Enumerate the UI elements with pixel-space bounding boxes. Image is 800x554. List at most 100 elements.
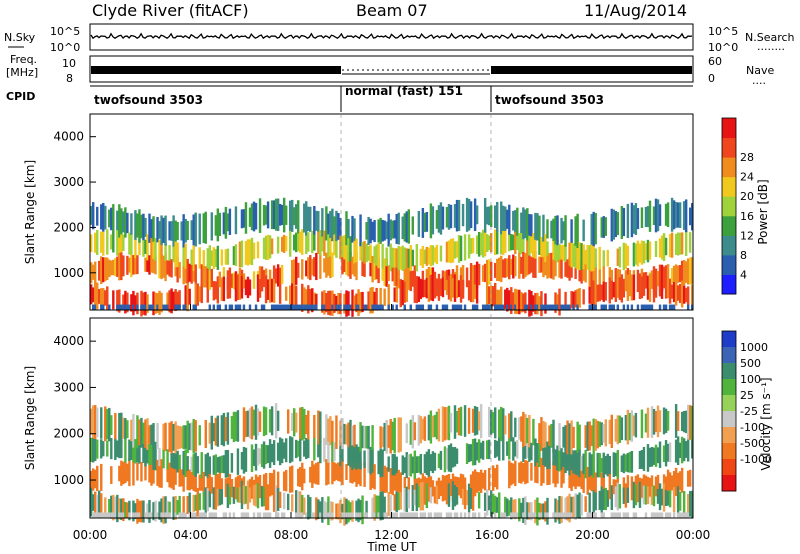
echo-cell <box>136 440 139 463</box>
echo-cell <box>343 512 346 518</box>
echo-cell <box>590 213 593 245</box>
echo-cell <box>234 304 238 310</box>
echo-cell <box>616 268 620 291</box>
echo-cell <box>393 263 396 287</box>
echo-cell <box>604 487 607 511</box>
echo-cell <box>152 502 155 521</box>
echo-cell <box>516 440 519 459</box>
echo-cell <box>403 247 406 270</box>
echo-cell <box>437 512 441 518</box>
echo-cell <box>190 456 193 472</box>
echo-cell <box>550 252 553 279</box>
echo-cell <box>510 258 513 275</box>
echo-cell <box>399 472 402 495</box>
echo-cell <box>590 512 593 518</box>
echo-cell <box>254 443 258 471</box>
echo-cell <box>568 423 571 452</box>
echo-cell <box>485 259 489 286</box>
echo-cell <box>598 284 601 302</box>
echo-cell <box>544 422 547 448</box>
echo-cell <box>684 410 688 434</box>
echo-cell <box>351 256 354 275</box>
echo-cell <box>134 503 137 520</box>
echo-cell <box>471 280 475 303</box>
echo-cell <box>341 445 344 462</box>
echo-cell <box>622 487 626 504</box>
echo-cell <box>92 494 95 511</box>
echo-cell <box>176 500 179 515</box>
echo-cell <box>128 304 131 310</box>
echo-cell <box>349 251 352 279</box>
echo-cell <box>664 489 668 507</box>
echo-cell <box>248 207 252 227</box>
echo-cell <box>216 276 220 304</box>
echo-cell <box>610 304 613 310</box>
echo-cell <box>321 497 324 523</box>
echo-cell <box>186 495 189 514</box>
echo-cell <box>487 468 491 491</box>
echo-cell <box>140 461 143 482</box>
echo-cell <box>542 443 545 465</box>
echo-cell <box>108 304 111 310</box>
power-ylabel: Slant Range [km] <box>23 160 37 264</box>
echo-cell <box>130 441 133 460</box>
echo-cell <box>441 406 445 442</box>
echo-cell <box>469 201 473 229</box>
echo-cell <box>640 478 644 498</box>
echo-cell <box>309 255 312 281</box>
echo-cell <box>232 272 236 290</box>
echo-cell <box>616 415 620 445</box>
echo-cell <box>540 512 543 518</box>
echo-cell <box>252 271 256 289</box>
echo-cell <box>136 255 139 275</box>
echo-cell <box>347 218 350 239</box>
echo-cell <box>648 241 652 260</box>
echo-cell <box>477 492 481 509</box>
echo-cell <box>538 215 541 239</box>
echo-cell <box>642 485 646 505</box>
echo-cell <box>395 263 398 288</box>
echo-cell <box>514 512 517 518</box>
echo-cell <box>602 250 605 267</box>
echo-cell <box>602 281 605 302</box>
echo-cell <box>678 232 682 255</box>
echo-cell <box>403 457 406 474</box>
echo-cell <box>200 475 203 491</box>
echo-cell <box>138 419 141 446</box>
echo-cell <box>512 463 515 484</box>
echo-cell <box>112 494 115 521</box>
echo-cell <box>431 480 435 497</box>
echo-cell <box>471 237 475 254</box>
echo-cell <box>311 288 314 313</box>
echo-cell <box>92 287 95 303</box>
echo-cell <box>363 240 366 264</box>
echo-cell <box>242 446 246 474</box>
echo-cell <box>204 512 207 518</box>
echo-cell <box>375 304 378 310</box>
echo-cell <box>506 304 509 310</box>
echo-cell <box>602 304 605 310</box>
echo-cell <box>570 291 573 309</box>
echo-cell <box>222 412 226 447</box>
echo-cell <box>600 457 603 473</box>
echo-cell <box>540 237 543 258</box>
echo-cell <box>226 483 230 508</box>
echo-cell <box>140 500 143 523</box>
echo-cell <box>409 512 412 518</box>
echo-cell <box>268 277 272 303</box>
echo-cell <box>246 512 250 518</box>
echo-cell <box>220 478 224 497</box>
echo-cell <box>122 211 125 233</box>
echo-cell <box>640 450 644 469</box>
echo-cell <box>98 288 101 304</box>
echo-cell <box>357 462 360 485</box>
echo-cell <box>479 442 483 459</box>
echo-cell <box>126 420 129 439</box>
echo-cell <box>166 512 169 518</box>
echo-cell <box>419 512 423 518</box>
echo-cell <box>441 277 445 298</box>
echo-cell <box>544 442 547 467</box>
echo-cell <box>331 501 334 521</box>
echo-cell <box>152 461 155 484</box>
